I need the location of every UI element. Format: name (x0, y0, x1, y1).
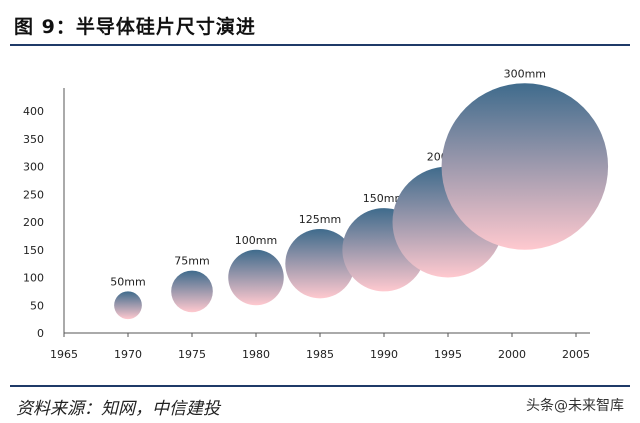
wafer-bubble (285, 228, 355, 299)
y-tick-label: 350 (23, 133, 44, 146)
y-tick-label: 300 (23, 161, 44, 174)
chart-axes: 0 50 100 150 200 250 300 350 400 1965 1970 1975 1980… (23, 88, 590, 361)
x-tick-label: 1975 (178, 348, 206, 361)
x-tick-label: 1980 (242, 348, 270, 361)
wafer-bubble (441, 83, 609, 250)
footer-divider (10, 385, 630, 387)
bubble-label: 75mm (174, 255, 209, 268)
x-tick-label: 1965 (50, 348, 78, 361)
x-tick-label: 1970 (114, 348, 142, 361)
x-tick-label: 2000 (498, 348, 526, 361)
bubble-chart: 0 50 100 150 200 250 300 350 400 1965 1970 1975 1980… (23, 67, 609, 361)
wafer-bubble (114, 291, 142, 320)
page-title: 图 9：半导体硅片尺寸演进 (14, 16, 256, 38)
chart-bubbles: 50mm75mm100mm125mm150mm200mm300mm (110, 67, 609, 320)
y-tick-label: 150 (23, 244, 44, 257)
bubble-label: 150mm (363, 192, 405, 205)
wafer-bubble (228, 249, 284, 306)
y-tick-label: 50 (30, 299, 44, 312)
bubble-label: 100mm (235, 234, 277, 247)
y-tick-label: 0 (37, 327, 44, 340)
x-tick-label: 2005 (562, 348, 590, 361)
wafer-bubble (171, 270, 213, 313)
y-tick-label: 200 (23, 216, 44, 229)
bubble-label: 300mm (504, 67, 546, 80)
watermark-text: 头条@未来智库 (526, 398, 624, 414)
y-tick-label: 100 (23, 272, 44, 285)
y-tick-label: 400 (23, 105, 44, 118)
x-tick-label: 1990 (370, 348, 398, 361)
source-note: 资料来源：知网，中信建投 (16, 399, 220, 419)
bubble-label: 125mm (299, 213, 341, 226)
y-tick-label: 250 (23, 188, 44, 201)
x-tick-label: 1985 (306, 348, 334, 361)
bubble-label: 50mm (110, 275, 145, 288)
title-divider (10, 44, 630, 46)
x-tick-label: 1995 (434, 348, 462, 361)
